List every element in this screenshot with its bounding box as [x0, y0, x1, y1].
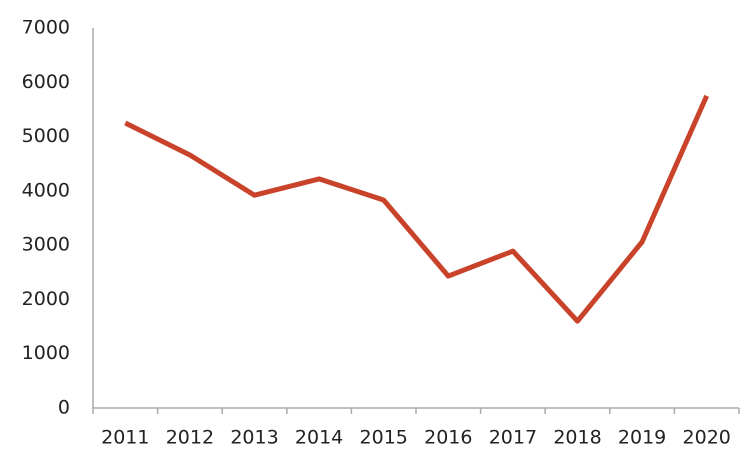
x-tick-label: 2020: [683, 427, 731, 449]
x-tick-label: 2017: [489, 427, 537, 449]
x-tick-label: 2016: [424, 427, 472, 449]
y-tick-label: 5000: [22, 125, 70, 147]
y-tick-label: 1000: [22, 342, 70, 364]
x-tick-label: 2019: [618, 427, 666, 449]
x-tick-label: 2014: [295, 427, 343, 449]
y-tick-label: 3000: [22, 234, 70, 256]
y-tick-label: 0: [58, 397, 70, 419]
y-tick-label: 2000: [22, 288, 70, 310]
y-tick-label: 4000: [22, 179, 70, 201]
x-tick-label: 2011: [101, 427, 149, 449]
x-tick-label: 2013: [230, 427, 278, 449]
x-tick-label: 2012: [166, 427, 214, 449]
data-line: [124, 94, 709, 324]
y-tick-label: 6000: [22, 71, 70, 93]
x-tick-label: 2018: [553, 427, 601, 449]
y-tick-label: 7000: [22, 17, 70, 39]
x-tick-label: 2015: [360, 427, 408, 449]
